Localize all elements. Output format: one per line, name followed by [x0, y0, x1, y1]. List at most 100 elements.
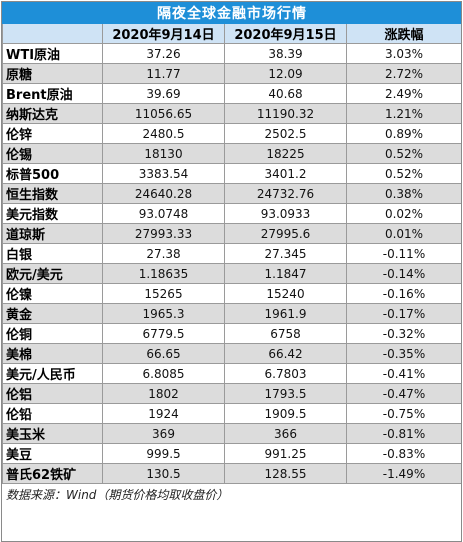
- row-change: 2.49%: [346, 83, 461, 104]
- row-name: 伦锡: [2, 143, 103, 164]
- row-change: -0.83%: [346, 443, 461, 464]
- row-value-sep15: 1793.5: [224, 383, 347, 404]
- row-name: 原糖: [2, 63, 103, 84]
- row-value-sep14: 27.38: [102, 243, 225, 264]
- table-row: 美棉 66.65 66.42 -0.35%: [2, 343, 461, 364]
- table-row: 原糖 11.77 12.09 2.72%: [2, 63, 461, 84]
- row-value-sep15: 128.55: [224, 463, 347, 484]
- row-value-sep15: 27995.6: [224, 223, 347, 244]
- row-change: -1.49%: [346, 463, 461, 484]
- row-value-sep14: 1802: [102, 383, 225, 404]
- row-name: 伦铝: [2, 383, 103, 404]
- row-value-sep14: 66.65: [102, 343, 225, 364]
- row-name: 伦镍: [2, 283, 103, 304]
- table-row: 美元/人民币 6.8085 6.7803 -0.41%: [2, 363, 461, 384]
- row-change: -0.81%: [346, 423, 461, 444]
- row-name: 欧元/美元: [2, 263, 103, 284]
- row-value-sep15: 93.0933: [224, 203, 347, 224]
- row-name: 美元/人民币: [2, 363, 103, 384]
- row-change: -0.11%: [346, 243, 461, 264]
- table-row: 普氏62铁矿 130.5 128.55 -1.49%: [2, 463, 461, 484]
- row-value-sep14: 18130: [102, 143, 225, 164]
- row-change: -0.75%: [346, 403, 461, 424]
- row-name: 标普500: [2, 163, 103, 184]
- row-value-sep15: 38.39: [224, 43, 347, 64]
- table-row: 伦锌 2480.5 2502.5 0.89%: [2, 123, 461, 144]
- row-value-sep15: 15240: [224, 283, 347, 304]
- table-row: 欧元/美元 1.18635 1.1847 -0.14%: [2, 263, 461, 284]
- row-value-sep15: 3401.2: [224, 163, 347, 184]
- header-date-15: 2020年9月15日: [224, 23, 347, 44]
- row-change: -0.17%: [346, 303, 461, 324]
- row-name: 伦铅: [2, 403, 103, 424]
- row-change: 0.52%: [346, 143, 461, 164]
- row-change: 1.21%: [346, 103, 461, 124]
- row-value-sep15: 1961.9: [224, 303, 347, 324]
- row-value-sep14: 369: [102, 423, 225, 444]
- row-change: -0.14%: [346, 263, 461, 284]
- title-row: 隔夜全球金融市场行情: [2, 2, 461, 24]
- table-row: 黄金 1965.3 1961.9 -0.17%: [2, 303, 461, 324]
- row-change: -0.47%: [346, 383, 461, 404]
- row-value-sep14: 1.18635: [102, 263, 225, 284]
- table-row: 伦镍 15265 15240 -0.16%: [2, 283, 461, 304]
- table-row: 标普500 3383.54 3401.2 0.52%: [2, 163, 461, 184]
- row-name: 恒生指数: [2, 183, 103, 204]
- row-value-sep15: 27.345: [224, 243, 347, 264]
- row-name: 白银: [2, 243, 103, 264]
- row-value-sep15: 1909.5: [224, 403, 347, 424]
- row-value-sep14: 1965.3: [102, 303, 225, 324]
- row-value-sep15: 6758: [224, 323, 347, 344]
- header-change: 涨跌幅: [346, 23, 461, 44]
- row-name: 美玉米: [2, 423, 103, 444]
- row-change: -0.41%: [346, 363, 461, 384]
- row-change: 0.89%: [346, 123, 461, 144]
- row-name: 美元指数: [2, 203, 103, 224]
- table-row: 伦铜 6779.5 6758 -0.32%: [2, 323, 461, 344]
- table-body: WTI原油 37.26 38.39 3.03% 原糖 11.77 12.09 2.72% Bre…: [2, 43, 461, 484]
- row-value-sep15: 366: [224, 423, 347, 444]
- row-value-sep14: 130.5: [102, 463, 225, 484]
- row-name: 美棉: [2, 343, 103, 364]
- row-name: 美豆: [2, 443, 103, 464]
- row-value-sep14: 39.69: [102, 83, 225, 104]
- row-name: Brent原油: [2, 83, 103, 104]
- table-row: 美元指数 93.0748 93.0933 0.02%: [2, 203, 461, 224]
- row-value-sep15: 991.25: [224, 443, 347, 464]
- header-row: 2020年9月14日 2020年9月15日 涨跌幅: [2, 23, 461, 44]
- row-name: 黄金: [2, 303, 103, 324]
- table-title: 隔夜全球金融市场行情: [2, 2, 461, 24]
- row-change: -0.35%: [346, 343, 461, 364]
- row-value-sep14: 11.77: [102, 63, 225, 84]
- row-value-sep15: 12.09: [224, 63, 347, 84]
- row-value-sep14: 2480.5: [102, 123, 225, 144]
- row-value-sep15: 24732.76: [224, 183, 347, 204]
- row-value-sep14: 37.26: [102, 43, 225, 64]
- table-row: 伦铅 1924 1909.5 -0.75%: [2, 403, 461, 424]
- row-name: 伦锌: [2, 123, 103, 144]
- table-row: 伦铝 1802 1793.5 -0.47%: [2, 383, 461, 404]
- row-value-sep14: 15265: [102, 283, 225, 304]
- row-change: 0.01%: [346, 223, 461, 244]
- row-value-sep14: 24640.28: [102, 183, 225, 204]
- row-value-sep14: 27993.33: [102, 223, 225, 244]
- table-row: Brent原油 39.69 40.68 2.49%: [2, 83, 461, 104]
- table-row: 美玉米 369 366 -0.81%: [2, 423, 461, 444]
- row-change: 0.02%: [346, 203, 461, 224]
- table-row: 道琼斯 27993.33 27995.6 0.01%: [2, 223, 461, 244]
- market-table: 隔夜全球金融市场行情 2020年9月14日 2020年9月15日 涨跌幅 WTI…: [2, 2, 461, 484]
- row-change: -0.16%: [346, 283, 461, 304]
- row-name: WTI原油: [2, 43, 103, 64]
- row-value-sep14: 93.0748: [102, 203, 225, 224]
- row-change: 0.52%: [346, 163, 461, 184]
- row-value-sep14: 6779.5: [102, 323, 225, 344]
- row-value-sep15: 40.68: [224, 83, 347, 104]
- header-name: [2, 23, 103, 44]
- row-name: 纳斯达克: [2, 103, 103, 124]
- header-date-14: 2020年9月14日: [102, 23, 225, 44]
- row-value-sep14: 999.5: [102, 443, 225, 464]
- row-value-sep14: 6.8085: [102, 363, 225, 384]
- row-change: -0.32%: [346, 323, 461, 344]
- row-value-sep14: 1924: [102, 403, 225, 424]
